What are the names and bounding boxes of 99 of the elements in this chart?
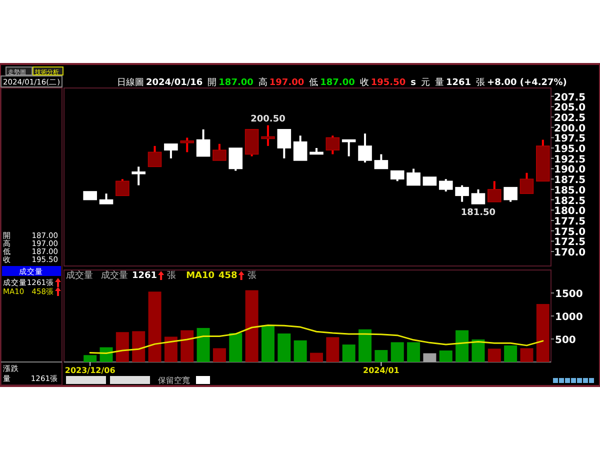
candlestick [196,128,210,158]
candlestick [228,147,243,172]
candlestick [471,188,486,205]
bar [472,339,485,362]
candlestick [520,172,534,195]
y-tick-label: 197.5 [554,134,586,145]
candlestick [164,142,178,160]
bar [116,332,129,362]
y-tick-label: 177.5 [554,216,586,228]
y-tick-label: 185.0 [554,185,586,196]
candlestick [487,180,502,203]
y-tick-label: 180.0 [554,206,586,218]
bar [294,340,307,362]
candlestick [358,132,372,164]
candlestick [212,142,226,162]
y-tick-label: 195.0 [554,144,586,156]
y-tick-label: 187.5 [554,175,586,186]
candlestick [99,192,114,205]
candlestick [261,124,275,147]
bar [407,342,420,362]
annotation: 200.50 [250,114,286,124]
candlestick [277,128,292,160]
text: 保留空寬 [158,376,190,385]
bar [164,336,178,362]
y-tick-label: 1000 [555,312,583,323]
bar [374,350,388,362]
candlestick [438,178,453,192]
annotation: 458 [218,271,238,281]
y-tick-label: 190.0 [554,164,586,176]
bar [488,348,501,362]
bar [245,290,258,362]
candlestick [148,144,162,168]
bar [180,330,194,362]
y-tick-label: 500 [555,335,576,346]
y-tick-label: 1500 [555,289,583,300]
bar [196,328,210,362]
chart-title: 成交量 [66,270,93,281]
x-tick-label: 2024/01 [363,366,400,375]
text: 收 [360,77,369,88]
text: 1261 [446,78,472,88]
bar [536,304,550,362]
y-tick-label: 205.0 [554,102,586,114]
bar [148,292,162,362]
bar [212,348,226,362]
text: 195.50 [370,78,406,88]
candlestick [455,184,469,203]
bar [439,350,452,362]
bar [132,331,146,362]
y-tick-label: 192.5 [554,154,586,166]
text: 元 [420,77,430,88]
candlestick [180,136,194,154]
y-tick-label: 172.5 [554,237,586,248]
candlestick [116,178,130,197]
annotation: 張 [247,270,256,281]
annotation: 181.50 [460,208,496,218]
x-tick-label: 2023/12/06 [64,366,116,375]
text: 量 [434,77,444,88]
annotation: 張 [167,270,176,281]
candlestick [406,168,420,186]
candlestick [390,170,404,182]
y-tick-label: 202.5 [554,112,586,124]
bar [423,353,436,362]
bar [326,337,340,362]
bar [84,355,97,362]
candlestick [293,134,308,162]
bar [310,352,323,362]
text: 197.00 [269,78,304,88]
text: 187.00 [320,78,355,88]
bar [342,344,356,362]
text: s [410,78,416,88]
annotation: 成交量 [101,270,128,281]
candlestick [504,186,518,203]
bar [229,333,242,362]
bar [456,330,469,362]
y-tick-label: 170.0 [554,248,586,259]
y-tick-label: 182.5 [554,196,586,207]
y-tick-label: 200.0 [554,123,586,134]
text: 187.00 [218,78,254,88]
candlestick [132,166,146,186]
candlestick [326,134,340,156]
y-tick-label: 175.0 [554,226,586,238]
bar [358,329,372,362]
bar [390,342,404,362]
text: 張 [476,77,486,88]
bar [278,333,291,362]
text: +8.00 (+4.27%) [487,78,567,88]
annotation: 1261 [132,271,158,281]
bar [504,345,518,362]
text: 2024/01/16 [146,78,203,88]
candlestick [374,153,388,170]
bar [261,325,274,362]
text: 日線圖 [117,77,144,88]
bar [520,348,534,362]
line-series [89,324,544,354]
text: 開 [208,77,217,88]
text: MA10 [186,271,215,281]
text: 高 [258,77,268,88]
text: 低 [309,77,318,88]
y-tick-label: 207.5 [554,92,586,104]
